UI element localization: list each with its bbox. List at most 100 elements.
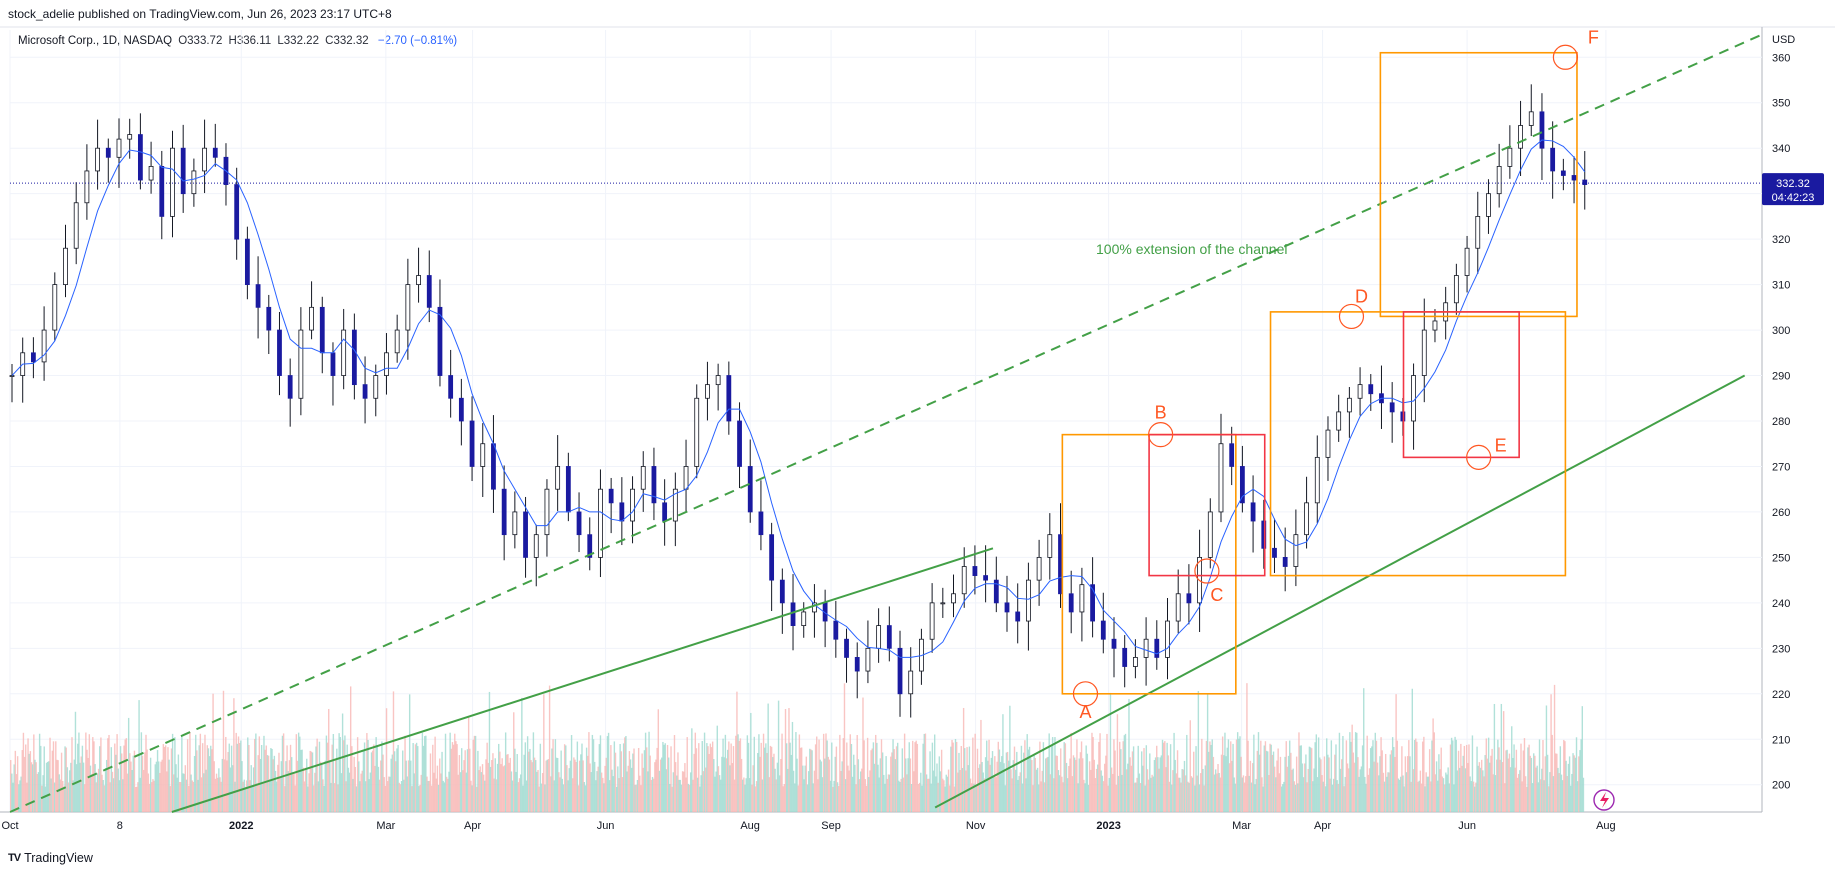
volume-bar xyxy=(112,778,115,812)
volume-bar xyxy=(1167,755,1169,812)
volume-bar xyxy=(1109,692,1112,812)
volume-bar xyxy=(1143,748,1145,812)
volume-bar xyxy=(1471,735,1474,812)
volume-bar xyxy=(1367,774,1370,812)
volume-bar xyxy=(139,777,141,812)
volume-bar xyxy=(498,743,500,812)
candle xyxy=(1143,638,1149,658)
volume-bar xyxy=(1122,741,1124,812)
volume-bar xyxy=(1455,739,1457,812)
volume-bar xyxy=(444,733,447,812)
volume-bar xyxy=(189,732,191,812)
volume-bar xyxy=(605,757,607,812)
volume-bar xyxy=(173,774,175,812)
volume-bar xyxy=(402,750,404,812)
volume-bar xyxy=(486,742,488,812)
volume-bar xyxy=(472,739,474,812)
x-tick-label: Apr xyxy=(1314,820,1331,832)
volume-bar xyxy=(1494,775,1497,812)
volume-bar xyxy=(1172,770,1174,812)
volume-bar xyxy=(337,784,339,812)
volume-bar xyxy=(1493,703,1496,812)
volume-bar xyxy=(304,767,307,812)
volume-bar xyxy=(1195,746,1197,812)
volume-bar xyxy=(1132,746,1135,812)
volume-bar xyxy=(1013,746,1016,812)
volume-bar xyxy=(1008,760,1010,812)
volume-bar xyxy=(584,785,587,812)
volume-bar xyxy=(457,774,459,812)
volume-bar xyxy=(1070,732,1072,812)
volume-bar xyxy=(1345,740,1348,812)
volume-bar xyxy=(658,770,661,812)
volume-bar xyxy=(809,748,811,812)
symbol-title[interactable]: Microsoft Corp., 1D, NASDAQ xyxy=(18,35,173,47)
volume-bar xyxy=(235,732,237,812)
volume-bar xyxy=(1504,783,1506,812)
volume-bar xyxy=(1028,746,1031,812)
volume-bar xyxy=(1552,776,1555,812)
volume-bar xyxy=(353,756,355,812)
volume-bar xyxy=(1528,744,1530,812)
volume-bar xyxy=(314,772,316,812)
volume-bar xyxy=(289,744,292,812)
volume-bar xyxy=(482,774,485,812)
volume-bar xyxy=(287,771,289,812)
volume-bar xyxy=(621,777,624,812)
volume-bar xyxy=(561,778,564,812)
volume-bar xyxy=(984,757,987,812)
volume-bar xyxy=(839,734,841,812)
volume-bar xyxy=(524,742,527,812)
volume-bar xyxy=(1041,770,1043,812)
volume-bar xyxy=(1565,760,1567,812)
volume-bar xyxy=(405,760,407,812)
candle xyxy=(1346,397,1352,413)
volume-bar xyxy=(1419,770,1422,812)
volume-bar xyxy=(355,786,358,812)
volume-bar xyxy=(247,737,249,812)
candle xyxy=(1218,443,1224,513)
candle xyxy=(1453,275,1459,304)
volume-bar xyxy=(1125,769,1128,812)
volume-bar xyxy=(386,781,389,812)
volume-bar xyxy=(1166,742,1168,812)
volume-bar xyxy=(1476,746,1478,812)
volume-bar xyxy=(243,779,245,812)
volume-bar xyxy=(960,746,962,812)
volume-bar xyxy=(991,751,994,812)
volume-bar xyxy=(1003,763,1005,812)
volume-bar xyxy=(450,748,453,812)
volume-bar xyxy=(641,753,643,812)
volume-bar xyxy=(256,783,258,812)
volume-bar xyxy=(208,756,211,812)
volume-bar xyxy=(1042,742,1045,812)
volume-bar xyxy=(325,735,328,812)
y-tick-label: 310 xyxy=(1772,280,1790,292)
volume-bar xyxy=(1464,768,1467,812)
candle xyxy=(961,566,967,595)
volume-bar xyxy=(1027,749,1030,812)
volume-bar xyxy=(484,780,486,812)
candle xyxy=(426,275,432,308)
volume-bar xyxy=(735,735,737,812)
volume-bar xyxy=(525,780,528,812)
volume-bar xyxy=(491,760,493,812)
volume-bar xyxy=(138,700,140,812)
volume-bar xyxy=(430,785,433,812)
volume-bar xyxy=(1397,778,1400,812)
volume-bar xyxy=(1088,761,1091,812)
volume-bar xyxy=(1053,778,1055,812)
candle xyxy=(458,397,464,422)
volume-bar xyxy=(285,761,287,812)
volume-bar xyxy=(570,735,573,812)
volume-bar xyxy=(892,739,894,812)
volume-bar xyxy=(873,763,876,812)
candle xyxy=(362,384,368,399)
volume-bar xyxy=(317,781,320,812)
volume-bar xyxy=(541,773,544,812)
volume-bar xyxy=(988,739,990,812)
volume-bar xyxy=(543,694,545,812)
volume-bar xyxy=(1537,782,1540,812)
volume-bar xyxy=(96,773,99,812)
